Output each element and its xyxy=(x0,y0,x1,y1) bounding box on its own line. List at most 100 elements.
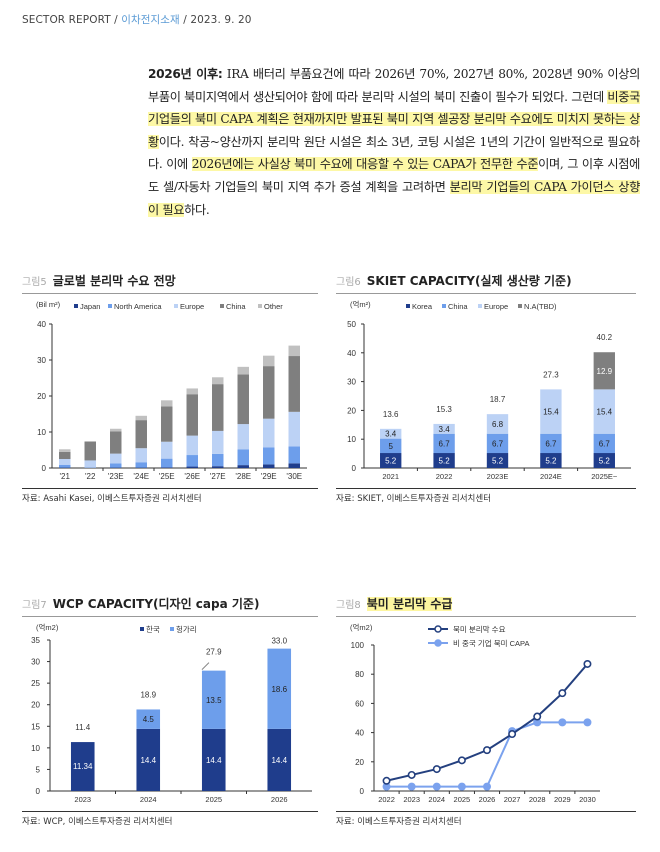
bar-segment xyxy=(136,728,161,791)
y-tick-label: 0 xyxy=(352,464,357,473)
paragraph-text: 이다. 착공~양산까지 분리막 원단 시설은 최소 3년, 코팅 시설은 1년의… xyxy=(148,134,640,172)
x-tick-label: 2030 xyxy=(579,795,596,804)
figure-number: 그림6 xyxy=(336,277,361,288)
bar-segment xyxy=(263,355,275,367)
x-tick-label: 2022 xyxy=(436,472,453,481)
bar-segment xyxy=(110,428,122,432)
report-date: / 2023. 9. 20 xyxy=(183,14,252,26)
data-point xyxy=(457,782,466,791)
legend-swatch xyxy=(220,304,224,308)
source-note: 자료: WCP, 이베스트투자증권 리서치센터 xyxy=(22,817,173,827)
bar-segment xyxy=(186,388,198,395)
legend-swatch xyxy=(478,304,482,308)
bar-segment xyxy=(59,459,71,465)
bar-segment xyxy=(237,374,249,425)
data-label: 6.7 xyxy=(599,439,611,448)
x-tick-label: 2028 xyxy=(529,795,546,804)
bar-segment xyxy=(59,449,71,452)
bar-segment xyxy=(161,441,173,459)
bar-segment xyxy=(288,345,300,357)
figure-title: 그림8 북미 분리막 수급 xyxy=(336,595,636,612)
y-tick-label: 30 xyxy=(347,378,356,387)
bar-segment xyxy=(263,447,275,465)
unit-label: (Bil m²) xyxy=(36,300,61,309)
bar-segment xyxy=(593,453,615,468)
data-point xyxy=(407,782,416,791)
source-note: 자료: SKIET, 이베스트투자증권 리서치센터 xyxy=(336,494,492,504)
x-tick-label: 2027 xyxy=(504,795,521,804)
paragraph-text: IRA 배터리 부품요건에 따라 2026년 70%, 2027년 80%, 2… xyxy=(148,67,640,104)
x-tick-label: 2025E~ xyxy=(591,472,618,481)
legend-label: 한국 xyxy=(146,625,160,634)
data-point xyxy=(583,718,592,727)
body-paragraph: 2026년 이후: IRA 배터리 부품요건에 따라 2026년 70%, 20… xyxy=(148,63,640,221)
y-tick-label: 10 xyxy=(37,428,46,437)
x-tick-label: '25E xyxy=(159,472,175,481)
total-label: 11.4 xyxy=(75,723,91,732)
divider xyxy=(336,811,636,812)
bar-segment xyxy=(540,433,562,454)
y-tick-label: 100 xyxy=(351,641,365,650)
total-label: 15.3 xyxy=(436,405,452,414)
bar-segment xyxy=(288,411,300,447)
x-tick-label: '23E xyxy=(108,472,124,481)
leader-line xyxy=(201,662,210,670)
data-point xyxy=(432,782,441,791)
legend-label: N.A(TBD) xyxy=(524,302,557,311)
data-point xyxy=(583,659,592,668)
y-tick-label: 20 xyxy=(347,406,356,415)
bar-segment xyxy=(212,384,224,431)
x-tick-label: 2026 xyxy=(271,795,288,804)
legend-label: China xyxy=(226,302,246,311)
paragraph-lead: 2026년 이후: xyxy=(148,67,223,81)
x-tick-label: '22 xyxy=(85,472,96,481)
x-tick-label: 2024 xyxy=(428,795,445,804)
y-tick-label: 15 xyxy=(31,722,40,731)
legend-swatch xyxy=(518,304,522,308)
data-label: 5.2 xyxy=(385,457,397,466)
y-tick-label: 60 xyxy=(355,699,364,708)
data-label: 14.4 xyxy=(140,756,156,765)
bar-segment xyxy=(486,433,509,454)
data-label: 5.2 xyxy=(439,457,451,466)
legend-label: North America xyxy=(114,302,162,311)
bar-segment xyxy=(186,455,198,467)
bar-segment xyxy=(380,428,402,439)
y-tick-label: 30 xyxy=(31,658,40,667)
y-tick-label: 20 xyxy=(37,392,46,401)
y-tick-label: 40 xyxy=(355,729,364,738)
bar-segment xyxy=(486,453,509,468)
data-point xyxy=(483,782,492,791)
x-tick-label: 2023E xyxy=(487,472,509,481)
bar-segment xyxy=(212,466,224,468)
bar-segment xyxy=(593,352,615,390)
legend-label: Japan xyxy=(80,302,100,311)
divider xyxy=(22,293,318,294)
x-tick-label: '21 xyxy=(60,472,71,481)
figure-number: 그림7 xyxy=(22,600,47,611)
figure-title-text: 글로벌 분리막 수요 전망 xyxy=(52,274,176,288)
bar-segment xyxy=(433,453,455,468)
data-label: 12.9 xyxy=(597,367,613,376)
data-label: 15.4 xyxy=(543,408,559,417)
data-label: 13.5 xyxy=(206,696,222,705)
figure-8: 그림8 북미 분리막 수급 (억m2) 0 20 40 60 80 100 북미 분리막 수요 비… xyxy=(336,595,636,827)
divider xyxy=(22,488,318,489)
x-tick-label: 2025 xyxy=(205,795,222,804)
bar-segment xyxy=(433,423,455,434)
bar-segment xyxy=(201,670,226,729)
legend-label: Other xyxy=(264,302,283,311)
y-tick-label: 20 xyxy=(31,701,40,710)
bar-segment xyxy=(267,728,292,791)
bar-segment xyxy=(186,394,198,436)
paragraph-text: 이며, 그 이후 시점에도 셀/자동차 기업들의 북미 지역 추가 증설 계획을… xyxy=(148,157,641,194)
data-point xyxy=(407,770,416,779)
bar-segment xyxy=(161,400,173,407)
bar-segment xyxy=(237,424,249,450)
bar-segment xyxy=(237,366,249,375)
legend-label: Korea xyxy=(412,302,433,311)
legend-label: Europe xyxy=(180,302,204,311)
x-tick-label: '24E xyxy=(133,472,149,481)
legend-swatch xyxy=(442,304,446,308)
